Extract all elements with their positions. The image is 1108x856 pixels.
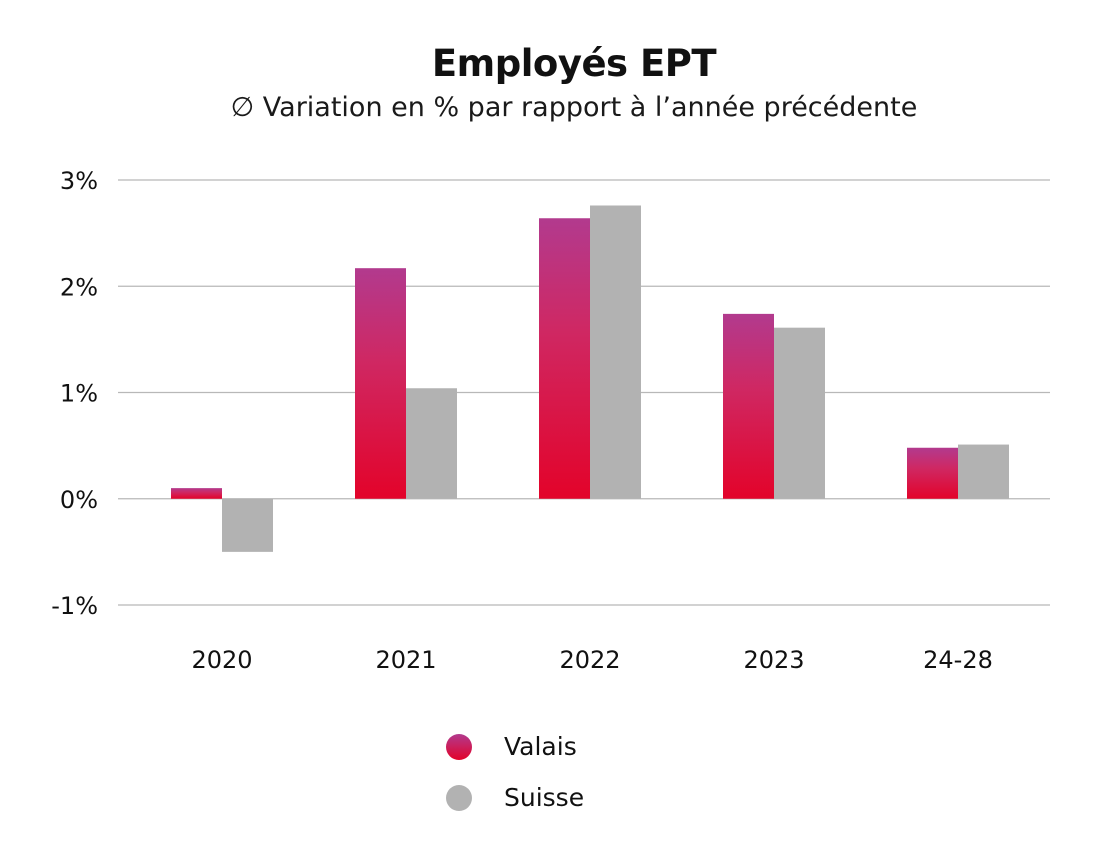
bars (171, 205, 1009, 552)
y-tick-label: 0% (60, 486, 98, 514)
y-axis: 3% 2% 1% 0% -1% (51, 167, 98, 620)
x-tick-label: 2020 (191, 646, 252, 674)
bar-suisse-2022 (590, 205, 641, 499)
x-tick-label: 24-28 (923, 646, 993, 674)
bar-suisse-2020 (222, 498, 273, 552)
bar-suisse-2023 (774, 327, 825, 499)
chart-title: Employés EPT (431, 42, 717, 85)
y-tick-label: 1% (60, 380, 98, 408)
chart-subtitle: ∅ Variation en % par rapport à l’année p… (230, 92, 918, 123)
x-tick-label: 2021 (375, 646, 436, 674)
bar-valais-2021 (355, 268, 406, 499)
legend-swatch-suisse (446, 784, 472, 811)
bar-valais-24-28 (907, 447, 958, 499)
x-axis: 2020 2021 2022 2023 24-28 (191, 646, 992, 674)
bar-valais-2020 (171, 488, 222, 499)
x-tick-label: 2022 (559, 646, 620, 674)
legend-swatch-valais (446, 733, 472, 760)
bar-chart: 3% 2% 1% 0% -1% 2020 2021 2022 2023 24-28 (51, 167, 1050, 674)
bar-valais-2022 (539, 218, 590, 499)
y-tick-label: 3% (60, 167, 98, 195)
bar-suisse-2021 (406, 388, 457, 499)
bar-suisse-24-28 (958, 444, 1009, 499)
legend-item-suisse: Suisse (446, 783, 584, 812)
x-tick-label: 2023 (743, 646, 804, 674)
y-tick-label: -1% (51, 592, 98, 620)
legend-label-valais: Valais (504, 732, 577, 761)
bar-valais-2023 (723, 313, 774, 499)
y-tick-label: 2% (60, 273, 98, 301)
legend-label-suisse: Suisse (504, 783, 585, 812)
legend-item-valais: Valais (446, 732, 577, 761)
